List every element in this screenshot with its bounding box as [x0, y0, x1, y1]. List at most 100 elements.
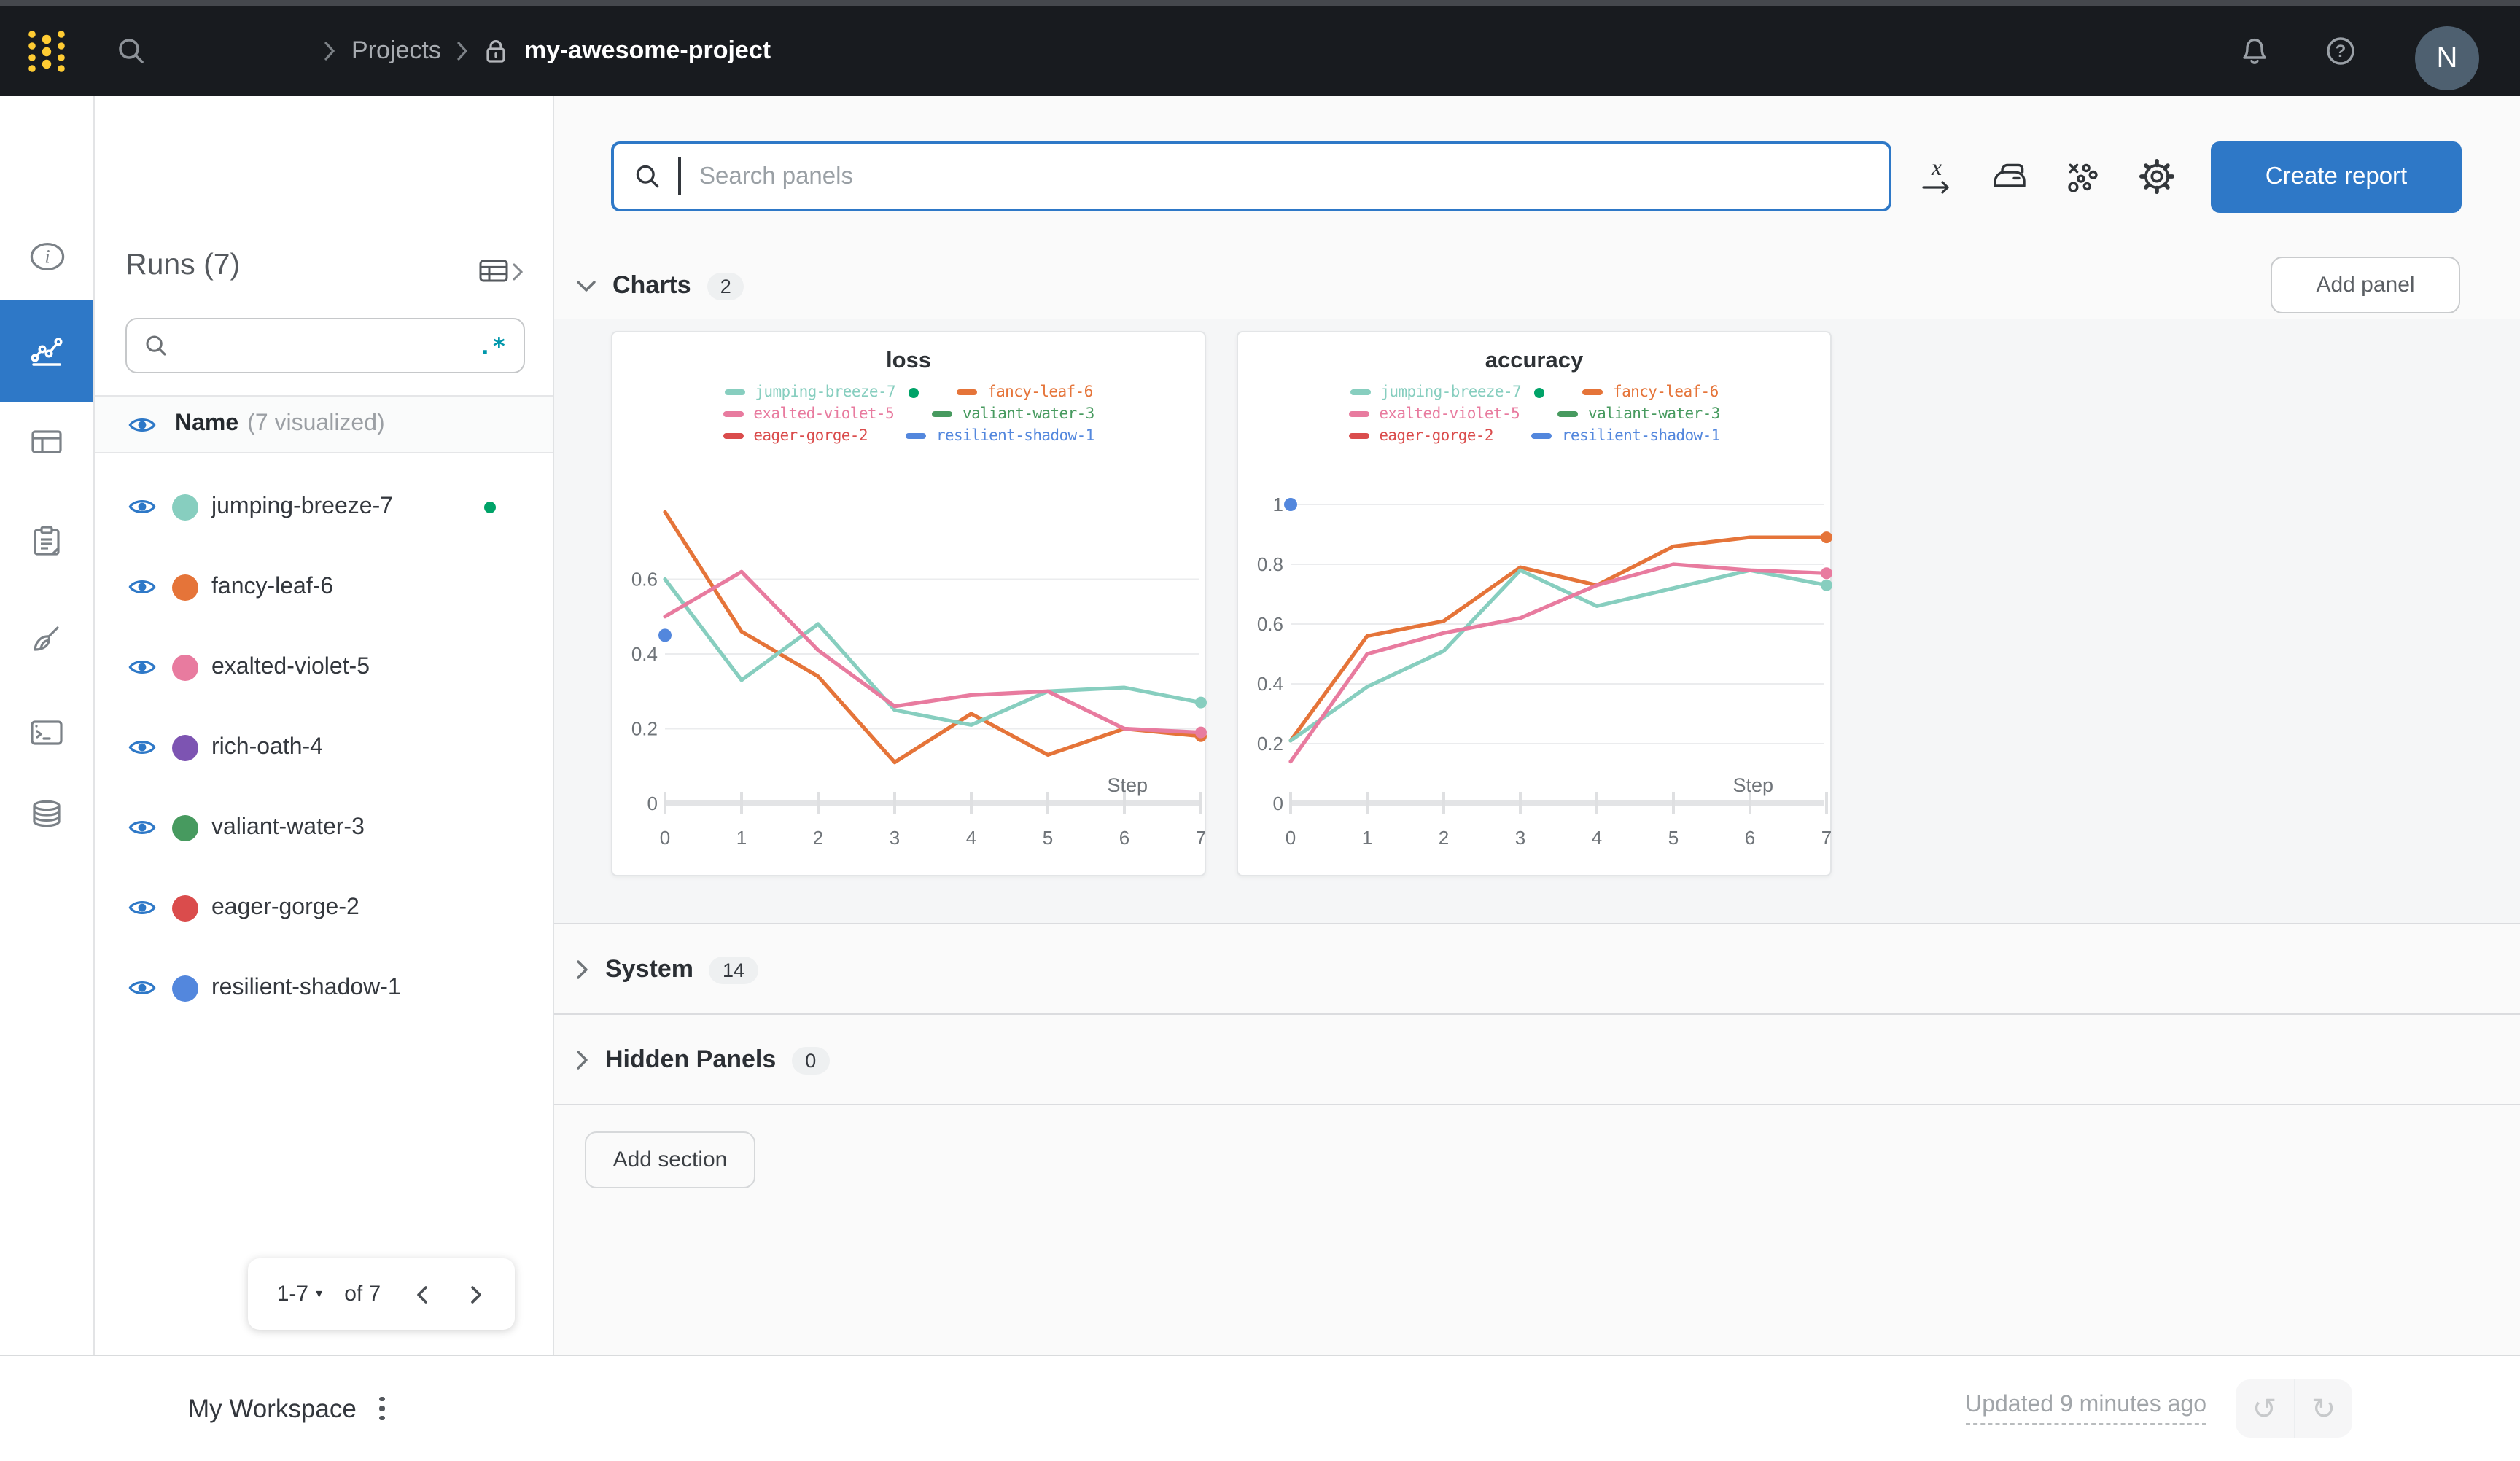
- help-icon[interactable]: ?: [2323, 34, 2358, 69]
- legend-item[interactable]: exalted-violet-5: [723, 405, 895, 423]
- regex-toggle[interactable]: .*: [478, 332, 506, 359]
- chevron-right-icon: [457, 41, 469, 61]
- add-section-button[interactable]: Add section: [585, 1131, 755, 1188]
- legend-item[interactable]: resilient-shadow-1: [905, 427, 1094, 445]
- breadcrumb-projects-link[interactable]: Projects: [351, 36, 441, 64]
- breadcrumb-project-name[interactable]: my-awesome-project: [524, 36, 771, 64]
- footer-right-group: Updated 9 minutes ago ↺ ↻: [1965, 1356, 2352, 1461]
- legend-run-name: fancy-leaf-6: [987, 383, 1093, 401]
- rail-item-jobs[interactable]: [0, 509, 93, 573]
- run-color-dot: [172, 814, 198, 841]
- visibility-eye-icon[interactable]: [128, 413, 156, 435]
- rail-item-runs-table[interactable]: [0, 410, 93, 474]
- visibility-eye-icon[interactable]: [128, 817, 156, 838]
- section-header-charts[interactable]: Charts 2: [576, 258, 744, 313]
- legend-item[interactable]: resilient-shadow-1: [1531, 427, 1720, 445]
- run-row[interactable]: exalted-violet-5: [95, 627, 553, 707]
- run-row[interactable]: eager-gorge-2: [95, 868, 553, 948]
- visibility-eye-icon[interactable]: [128, 897, 156, 919]
- undo-button[interactable]: ↺: [2236, 1379, 2293, 1438]
- section-label: Charts: [612, 271, 691, 299]
- legend-color-dash: [723, 411, 744, 417]
- wandb-logo-icon[interactable]: [23, 28, 70, 74]
- chart-panel-loss[interactable]: loss jumping-breeze-7 fancy-leaf-6 exalted-…: [611, 331, 1207, 876]
- svg-text:4: 4: [1592, 827, 1602, 849]
- run-row[interactable]: jumping-breeze-7: [95, 467, 553, 547]
- visibility-eye-icon[interactable]: [128, 977, 156, 999]
- panel-search-input[interactable]: [696, 161, 1868, 192]
- chart-title: accuracy: [1485, 348, 1584, 373]
- search-icon: [636, 165, 659, 188]
- run-row[interactable]: fancy-leaf-6: [95, 547, 553, 627]
- svg-text:1: 1: [1273, 494, 1283, 515]
- rail-item-artifacts[interactable]: [0, 783, 93, 847]
- run-row[interactable]: resilient-shadow-1: [95, 948, 553, 1028]
- runs-visualized-count: (7 visualized): [247, 411, 385, 436]
- search-icon[interactable]: [117, 36, 146, 66]
- runs-search-input[interactable]: [179, 332, 467, 359]
- svg-text:0.6: 0.6: [631, 569, 658, 591]
- redo-button[interactable]: ↻: [2293, 1379, 2352, 1438]
- lock-icon: [485, 38, 508, 64]
- rail-item-logs[interactable]: [0, 701, 93, 765]
- visibility-eye-icon[interactable]: [128, 736, 156, 758]
- visibility-eye-icon[interactable]: [128, 656, 156, 678]
- legend-item[interactable]: valiant-water-3: [1558, 405, 1720, 423]
- add-panel-button[interactable]: Add panel: [2271, 257, 2460, 313]
- legend-item[interactable]: jumping-breeze-7: [724, 383, 919, 401]
- avatar[interactable]: N: [2415, 26, 2479, 90]
- visibility-eye-icon[interactable]: [128, 496, 156, 518]
- legend-item[interactable]: valiant-water-3: [932, 405, 1094, 423]
- running-indicator-dot: [1534, 387, 1545, 397]
- run-color-dot: [172, 494, 198, 520]
- section-header-system[interactable]: System 14: [576, 942, 758, 997]
- svg-text:3: 3: [1515, 827, 1525, 849]
- section-count-badge: 14: [709, 956, 758, 983]
- workspace-settings-button[interactable]: [2132, 152, 2182, 201]
- outliers-button[interactable]: [2058, 152, 2107, 201]
- run-name: jumping-breeze-7: [211, 494, 394, 518]
- rail-item-sweeps[interactable]: [0, 607, 93, 671]
- x-axis-settings-button[interactable]: x: [1912, 152, 1961, 201]
- chart-panel-accuracy[interactable]: accuracy jumping-breeze-7 fancy-leaf-6 exal…: [1237, 331, 1832, 876]
- run-name: fancy-leaf-6: [211, 574, 334, 599]
- runs-list-header[interactable]: Name (7 visualized): [95, 395, 553, 453]
- page-range-dropdown[interactable]: 1-7 ▾: [276, 1282, 323, 1306]
- svg-text:7: 7: [1196, 827, 1206, 849]
- section-divider: [554, 923, 2520, 924]
- smoothing-button[interactable]: [1985, 152, 2034, 201]
- workspace-title: My Workspace: [188, 1393, 357, 1422]
- workspace-kebab-menu[interactable]: [368, 1356, 396, 1461]
- left-icon-rail: i: [0, 96, 95, 1355]
- run-row[interactable]: valiant-water-3: [95, 787, 553, 868]
- legend-item[interactable]: exalted-violet-5: [1348, 405, 1520, 423]
- legend-item[interactable]: jumping-breeze-7: [1350, 383, 1545, 401]
- run-name: eager-gorge-2: [211, 895, 359, 919]
- scatter-outliers-icon: [2067, 163, 2097, 192]
- rail-item-workspace[interactable]: [0, 300, 93, 402]
- legend-run-name: valiant-water-3: [1588, 405, 1720, 423]
- open-runs-table-button[interactable]: [478, 257, 524, 286]
- legend-item[interactable]: fancy-leaf-6: [1582, 383, 1719, 401]
- run-name: valiant-water-3: [211, 814, 365, 839]
- run-row[interactable]: rich-oath-4: [95, 707, 553, 787]
- rail-item-overview[interactable]: i: [0, 225, 93, 289]
- legend-run-name: exalted-violet-5: [753, 405, 895, 423]
- previous-page-button[interactable]: [413, 1284, 433, 1304]
- chart-plot: 0 1 2 3 4 5 6 7 0 0.2 0.4 0.6 0.8 1 Step: [1257, 494, 1832, 849]
- legend-item[interactable]: eager-gorge-2: [723, 427, 868, 445]
- next-page-button[interactable]: [465, 1284, 486, 1304]
- section-count-badge: 2: [707, 272, 744, 300]
- chart-legend: jumping-breeze-7 fancy-leaf-6 exalted-viol…: [612, 383, 1205, 445]
- chevron-right-icon: [577, 1051, 588, 1070]
- section-header-hidden-panels[interactable]: Hidden Panels 0: [576, 1032, 830, 1088]
- create-report-button[interactable]: Create report: [2211, 141, 2462, 213]
- notifications-bell-icon[interactable]: [2237, 34, 2272, 69]
- legend-item[interactable]: eager-gorge-2: [1348, 427, 1493, 445]
- legend-item[interactable]: fancy-leaf-6: [957, 383, 1093, 401]
- svg-text:4: 4: [966, 827, 976, 849]
- table-icon: [31, 430, 62, 453]
- visibility-eye-icon[interactable]: [128, 576, 156, 598]
- run-color-dot: [172, 574, 198, 600]
